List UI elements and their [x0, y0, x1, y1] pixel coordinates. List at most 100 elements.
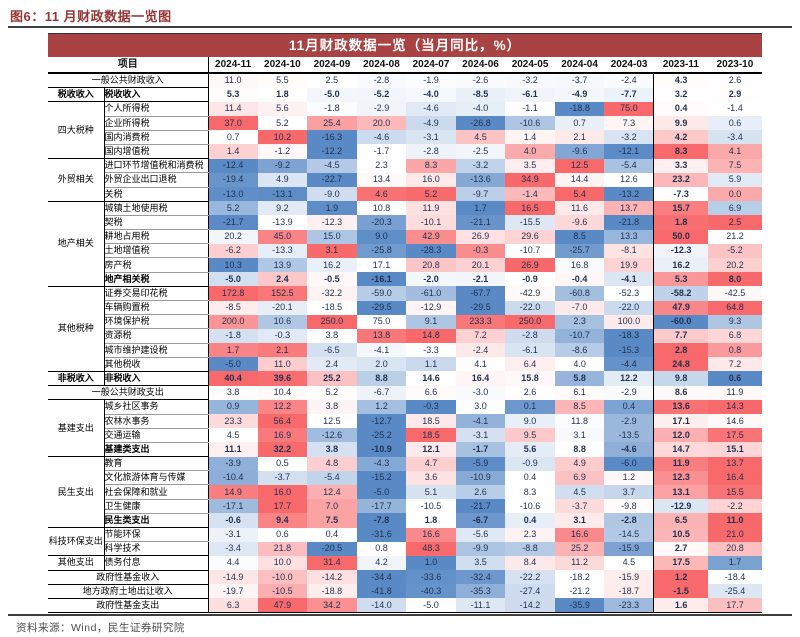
value-cell: 1.8 [653, 215, 708, 230]
value-cell: 0.6 [707, 371, 762, 386]
row-label: 车辆购置税 [104, 300, 209, 316]
value-cell: 10.3 [207, 257, 258, 273]
value-cell: -8.8 [505, 541, 555, 556]
value-cell: 233.3 [455, 314, 506, 329]
value-cell: 16.2 [307, 257, 357, 273]
value-cell: -9.0 [307, 187, 357, 202]
column-header-2024-07: 2024-07 [406, 57, 456, 74]
value-cell: 14.8 [406, 328, 456, 344]
table-title: 11月财政数据一览（当月同比，%） [48, 34, 762, 57]
column-header-2023-10: 2023-10 [707, 57, 762, 74]
value-cell: -14.2 [505, 598, 555, 614]
value-cell: -0.5 [307, 272, 357, 287]
value-cell: 32.2 [257, 442, 308, 457]
value-cell: -0.4 [554, 272, 605, 287]
value-cell: 21.2 [707, 229, 762, 244]
value-cell: 16.2 [653, 257, 708, 273]
value-cell: -20.1 [257, 300, 308, 315]
value-cell: -19.4 [207, 172, 258, 187]
value-cell: 4.2 [653, 130, 708, 145]
row-label: 外贸企业出口退税 [104, 172, 209, 188]
table-row: 一般公共财政支出 3.8 10.4 5.2 -6.7 6.6 -3.0 2.6 6.1 -2.9 8… [48, 385, 762, 401]
value-cell: -5.0 [307, 87, 357, 102]
value-cell: 10.8 [356, 201, 407, 216]
value-cell: 15.7 [653, 201, 708, 216]
value-cell: 4.5 [207, 428, 258, 443]
value-cell: 4.0 [554, 357, 605, 372]
value-cell: 4.1 [455, 357, 506, 372]
value-cell: -5.0 [356, 484, 407, 500]
value-cell: 8.0 [707, 272, 762, 287]
value-cell: 8.4 [505, 555, 555, 571]
value-cell: -4.1 [356, 343, 407, 358]
value-cell: 4.3 [653, 73, 708, 88]
value-cell: 8.3 [653, 144, 708, 159]
value-cell: 0.4 [307, 527, 357, 542]
value-cell: -14.9 [207, 570, 258, 585]
value-cell: 7.7 [653, 328, 708, 344]
value-cell: -58.2 [653, 286, 708, 301]
value-cell: 10.2 [257, 130, 308, 145]
value-cell: 10.5 [653, 527, 708, 542]
value-cell: 8.6 [653, 385, 708, 400]
value-cell: 16.4 [707, 470, 762, 485]
value-cell: -0.3 [257, 328, 308, 344]
value-cell: -6.0 [604, 456, 654, 471]
value-cell: 23.2 [653, 172, 708, 187]
value-cell: -13.1 [257, 187, 308, 202]
value-cell: 0.4 [604, 399, 654, 414]
value-cell: 2.1 [257, 343, 308, 358]
value-cell: -21.8 [604, 215, 654, 230]
value-cell: -13.5 [604, 428, 654, 443]
value-cell: 7.5 [307, 513, 357, 528]
value-cell: -23.3 [604, 598, 654, 614]
value-cell: -2.4 [455, 343, 506, 358]
value-cell: -18.2 [554, 570, 605, 585]
row-label: 民生类支出 [104, 513, 209, 529]
row-label: 政府性基金支出 [48, 598, 209, 614]
row-label: 非税收入 [104, 371, 209, 387]
value-cell: 3.2 [653, 87, 708, 102]
value-cell: 13.7 [604, 201, 654, 216]
value-cell: 6.9 [707, 201, 762, 216]
value-cell: 12.2 [604, 371, 654, 386]
table-row: 税收收入 税收收入 5.3 1.8 -5.0 -5.2 -4.0 -8.5 -6.1 -4.9 -7… [48, 87, 762, 103]
value-cell: -1.2 [257, 144, 308, 159]
value-cell: 8.3 [406, 158, 456, 173]
column-header-2023-11: 2023-11 [653, 57, 708, 74]
value-cell: 11.9 [653, 456, 708, 471]
value-cell: 6.9 [554, 470, 605, 485]
row-label: 债务付息 [104, 555, 209, 571]
value-cell: -18.5 [307, 300, 357, 315]
value-cell: 5.6 [257, 101, 308, 117]
value-cell: 37.0 [207, 116, 258, 131]
value-cell: 23.3 [207, 414, 258, 429]
value-cell: 2.3 [356, 158, 407, 173]
value-cell: 1.2 [356, 399, 407, 414]
group-label: 其他支出 [48, 555, 105, 571]
table-row: 其他支出 债务付息 4.4 10.0 31.4 4.2 1.0 3.5 8.4 11.2 4.5 17… [48, 555, 762, 571]
table-row: 车辆购置税 -8.5 -20.1 -18.5 -29.5 -12.9 -29.5 -22.0-… [48, 300, 762, 316]
value-cell: -3.2 [604, 130, 654, 145]
value-cell: 47.9 [257, 598, 308, 614]
row-label: 社会保障和就业 [104, 484, 209, 500]
value-cell: -5.2 [707, 243, 762, 258]
value-cell: -60.8 [554, 286, 605, 301]
value-cell: -27.4 [505, 584, 555, 599]
value-cell: 20.0 [356, 116, 407, 131]
value-cell: 9.9 [653, 116, 708, 131]
value-cell: 26.9 [505, 257, 555, 273]
value-cell: -10.5 [257, 584, 308, 599]
value-cell: 0.9 [207, 399, 258, 414]
value-cell: 2.3 [554, 314, 605, 329]
value-cell: -22.7 [307, 172, 357, 187]
table-row: 科学技术 -3.4 21.8 -20.5 0.8 48.3 -9.9 -8.8 25.2 -15.… [48, 541, 762, 557]
value-cell: -17.1 [207, 499, 258, 514]
value-cell: 1.8 [406, 513, 456, 528]
value-cell: 0.5 [257, 456, 308, 471]
value-cell: 0.7 [554, 116, 605, 131]
value-cell: 20.2 [207, 229, 258, 244]
value-cell: 16.8 [554, 257, 605, 273]
value-cell: -13.3 [257, 243, 308, 258]
group-label: 地产相关 [48, 201, 105, 287]
